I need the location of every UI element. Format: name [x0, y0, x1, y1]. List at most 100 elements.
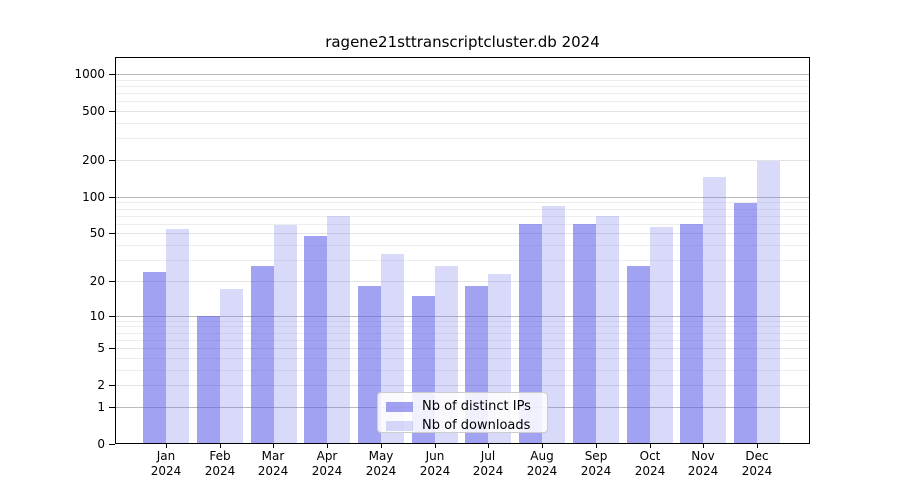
x-tick-label: Jun 2024 [419, 449, 451, 478]
y-gridline-minor [115, 202, 810, 203]
y-tick-label: 1000 [74, 67, 105, 81]
bar-downloads [649, 226, 673, 444]
y-tick-label: 100 [82, 190, 105, 204]
bar-downloads [219, 289, 243, 444]
y-gridline-minor [115, 93, 810, 94]
legend-label-downloads: Nb of downloads [422, 417, 531, 433]
x-tick-mark [327, 444, 328, 448]
bar-distinct-ips [734, 202, 757, 444]
y-gridline-minor [115, 123, 810, 124]
bar-downloads [542, 205, 566, 444]
bar-distinct-ips [626, 265, 650, 444]
x-tick-label: Jul 2024 [472, 449, 504, 478]
x-tick-mark [703, 444, 704, 448]
y-tick-mark [109, 407, 115, 408]
bar-downloads [273, 224, 297, 444]
y-tick-mark [109, 316, 115, 317]
legend-swatch-downloads [386, 420, 413, 431]
y-tick-mark [109, 74, 115, 75]
y-tick-label: 1 [97, 400, 105, 414]
y-tick-mark [109, 348, 115, 349]
x-tick-label: Sep 2024 [580, 449, 612, 478]
x-tick-label: Dec 2024 [741, 449, 773, 478]
y-gridline-minor [115, 358, 810, 359]
y-tick-mark [109, 197, 115, 198]
y-tick-label: 20 [89, 274, 105, 288]
x-tick-mark [488, 444, 489, 448]
x-tick-mark [542, 444, 543, 448]
y-tick-label: 500 [82, 104, 105, 118]
bar-downloads [595, 215, 619, 444]
y-tick-label: 2 [97, 378, 105, 392]
y-tick-label: 0 [97, 437, 105, 451]
x-tick-label: Nov 2024 [687, 449, 719, 478]
x-tick-mark [596, 444, 597, 448]
y-gridline [115, 348, 810, 349]
y-gridline-minor [115, 224, 810, 225]
y-gridline-minor [115, 260, 810, 261]
y-tick-mark [109, 111, 115, 112]
y-gridline-minor [115, 340, 810, 341]
bar-downloads [757, 161, 780, 444]
bar-distinct-ips [357, 286, 381, 444]
y-gridline-major [115, 316, 810, 317]
chart-title: ragene21sttranscriptcluster.db 2024 [325, 33, 600, 51]
y-gridline-minor [115, 80, 810, 81]
y-gridline [115, 233, 810, 234]
x-tick-mark [650, 444, 651, 448]
bar-downloads [703, 177, 727, 444]
bar-downloads [327, 215, 351, 444]
y-tick-mark [109, 444, 115, 445]
bar-distinct-ips [680, 223, 704, 444]
bar-distinct-ips [519, 223, 543, 444]
y-tick-mark [109, 281, 115, 282]
legend-label-distinct-ips: Nb of distinct IPs [422, 398, 531, 414]
y-gridline-minor [115, 321, 810, 322]
y-gridline-minor [115, 333, 810, 334]
y-gridline [115, 160, 810, 161]
legend: Nb of distinct IPs Nb of downloads [377, 392, 548, 433]
x-tick-mark [381, 444, 382, 448]
y-gridline-major [115, 74, 810, 75]
y-tick-label: 200 [82, 153, 105, 167]
x-tick-mark [435, 444, 436, 448]
y-gridline-major [115, 197, 810, 198]
y-gridline-minor [115, 86, 810, 87]
x-tick-label: Oct 2024 [634, 449, 666, 478]
x-tick-mark [166, 444, 167, 448]
x-tick-label: May 2024 [365, 449, 397, 478]
bar-distinct-ips [304, 235, 328, 444]
bar-distinct-ips [143, 271, 166, 444]
x-tick-mark [757, 444, 758, 448]
y-tick-label: 10 [89, 309, 105, 323]
x-tick-label: Jan 2024 [150, 449, 182, 478]
x-tick-label: Apr 2024 [311, 449, 343, 478]
y-gridline-minor [115, 101, 810, 102]
x-tick-label: Aug 2024 [526, 449, 558, 478]
legend-item-distinct-ips: Nb of distinct IPs [386, 399, 539, 414]
y-gridline-minor [115, 209, 810, 210]
y-gridline [115, 111, 810, 112]
y-tick-label: 50 [89, 226, 105, 240]
x-tick-label: Mar 2024 [257, 449, 289, 478]
x-tick-mark [273, 444, 274, 448]
y-gridline-minor [115, 370, 810, 371]
y-tick-label: 5 [97, 341, 105, 355]
legend-swatch-distinct-ips [386, 401, 413, 412]
y-tick-mark [109, 385, 115, 386]
y-gridline-minor [115, 138, 810, 139]
y-gridline-minor [115, 245, 810, 246]
y-tick-mark [109, 233, 115, 234]
y-gridline [115, 281, 810, 282]
bar-distinct-ips [250, 265, 274, 444]
x-tick-mark [220, 444, 221, 448]
bar-downloads [166, 229, 189, 444]
bar-distinct-ips [572, 223, 596, 444]
y-gridline [115, 385, 810, 386]
legend-item-downloads: Nb of downloads [386, 418, 539, 433]
y-tick-mark [109, 160, 115, 161]
y-gridline-minor [115, 216, 810, 217]
x-tick-label: Feb 2024 [204, 449, 236, 478]
y-gridline-minor [115, 326, 810, 327]
